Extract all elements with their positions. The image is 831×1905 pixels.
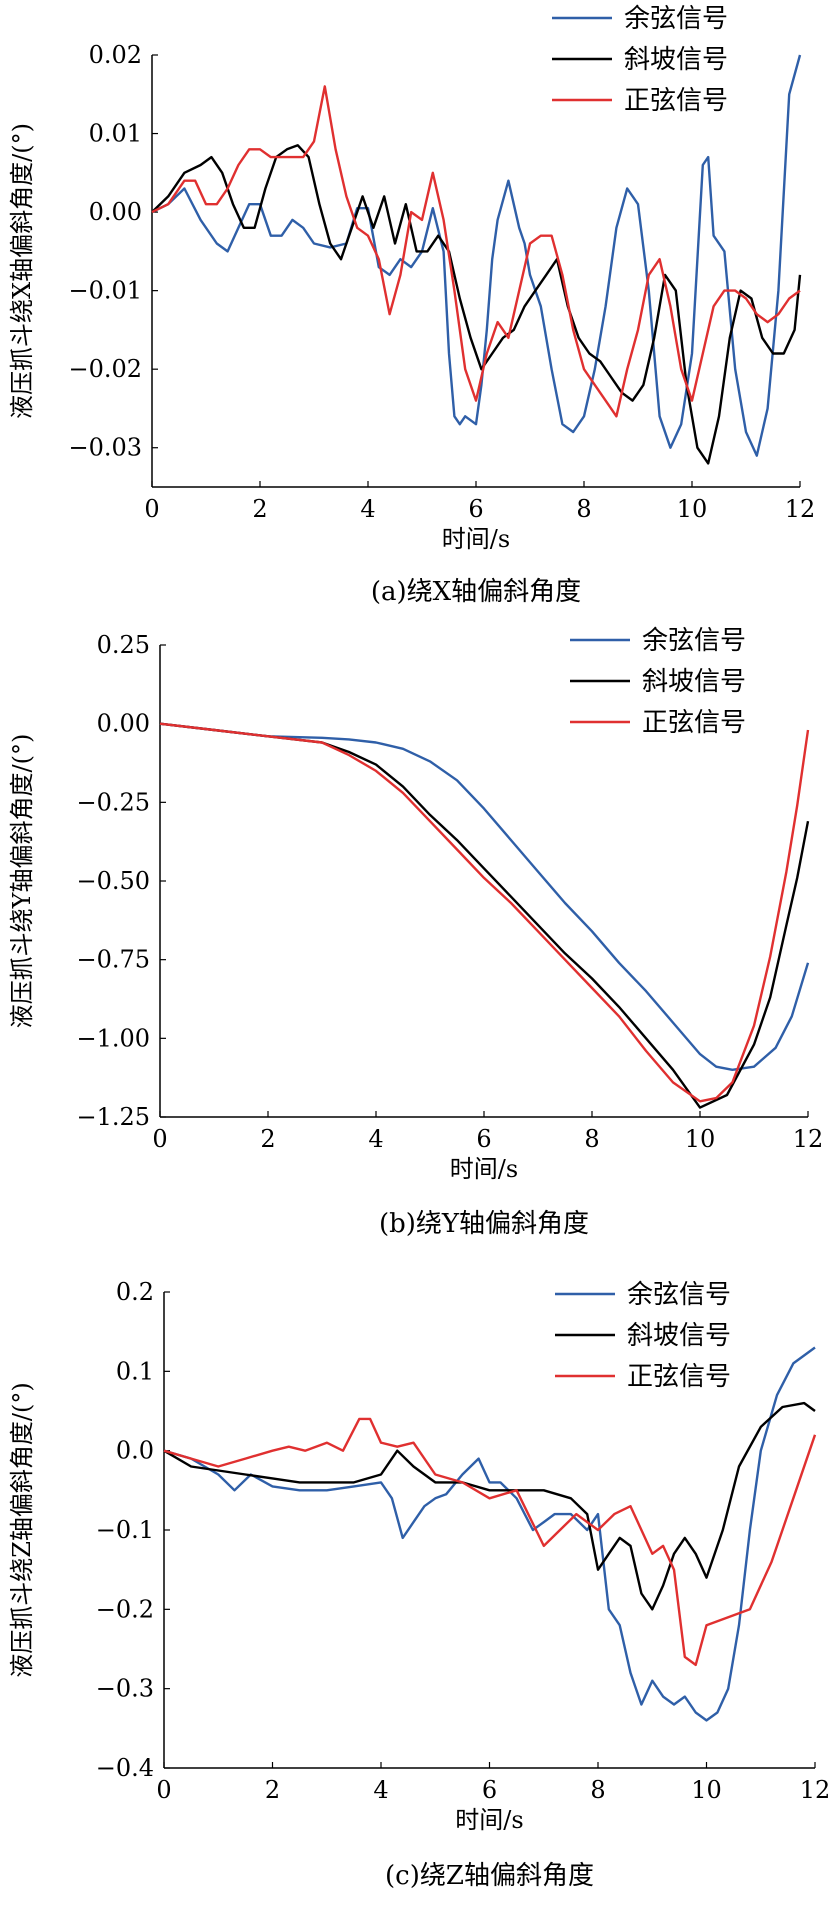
series-line-1 (163, 1401, 816, 1611)
chart-x-axis-deflection: 0 2 4 6 8 10 12 0.02 0.01 0.00 −0.01 −0.02 −0.03 时间/s… (8, 4, 815, 607)
x-tick-label: 4 (368, 1125, 383, 1153)
x-axis-title: 时间/s (455, 1806, 523, 1834)
y-tick-label: −0.75 (76, 946, 150, 974)
series-line-2 (163, 1417, 817, 1667)
x-tick-label: 12 (785, 495, 816, 523)
y-tick-label: −0.03 (68, 434, 142, 462)
y-tick-label: −1.00 (76, 1024, 150, 1052)
chart-z-axis-deflection: 0 2 4 6 8 10 12 0.2 0.1 0.0 −0.1 −0.2 −0.3 −0.4 时间/s 液压… (8, 1278, 830, 1891)
x-tick-label: 10 (691, 1776, 722, 1804)
x-tick-label: 8 (584, 1125, 599, 1153)
y-tick-label: 0.0 (116, 1437, 154, 1465)
x-axis-title: 时间/s (450, 1155, 518, 1183)
x-tick-label: 6 (476, 1125, 491, 1153)
x-tick-label: 2 (260, 1125, 275, 1153)
y-tick-label: 0.01 (89, 120, 142, 148)
y-tick-label: −0.3 (96, 1675, 154, 1703)
y-tick-label: −0.4 (96, 1754, 154, 1782)
y-axis-title: 液压抓斗绕Z轴偏斜角度/(°) (8, 1382, 36, 1678)
y-tick-label: −0.25 (76, 788, 150, 816)
x-tick-label: 2 (265, 1776, 280, 1804)
x-tick-label: 4 (360, 495, 375, 523)
x-tick-label: 8 (576, 495, 591, 523)
chart-caption: (b)绕Y轴偏斜角度 (379, 1209, 589, 1239)
x-tick-label: 4 (373, 1776, 388, 1804)
series-line-1 (151, 144, 802, 465)
y-axis-title: 液压抓斗绕Y轴偏斜角度/(°) (8, 734, 36, 1029)
series-line-2 (151, 85, 801, 418)
series-line-0 (151, 54, 802, 457)
y-tick-label: −0.2 (96, 1595, 154, 1623)
x-tick-label: 6 (468, 495, 483, 523)
y-tick-label: −1.25 (76, 1103, 150, 1131)
y-tick-label: 0.1 (116, 1357, 154, 1385)
y-tick-label: −0.02 (68, 355, 142, 383)
y-tick-label: 0.25 (97, 631, 150, 659)
series-line-2 (159, 722, 810, 1103)
x-tick-label: 6 (482, 1776, 497, 1804)
x-tick-label: 12 (793, 1125, 824, 1153)
chart-caption: (a)绕X轴偏斜角度 (371, 577, 581, 607)
legend-label: 正弦信号 (627, 1362, 731, 1392)
x-tick-label: 0 (152, 1125, 167, 1153)
chart-y-axis-deflection: 0 2 4 6 8 10 12 0.25 0.00 −0.25 −0.50 −0.75 −1.00 −1.… (8, 626, 823, 1239)
legend-label: 正弦信号 (624, 86, 728, 116)
x-axis-title: 时间/s (442, 525, 510, 553)
series-line-1 (159, 722, 810, 1109)
legend-label: 斜坡信号 (642, 667, 746, 697)
y-tick-label: 0.2 (116, 1278, 154, 1306)
legend-label: 正弦信号 (642, 708, 746, 738)
y-tick-label: 0.00 (89, 198, 142, 226)
x-tick-label: 10 (677, 495, 708, 523)
y-tick-label: 0.02 (89, 41, 142, 69)
y-tick-label: −0.01 (68, 277, 142, 305)
x-tick-label: 10 (685, 1125, 716, 1153)
x-tick-label: 8 (590, 1776, 605, 1804)
legend-label: 斜坡信号 (624, 45, 728, 75)
x-tick-label: 2 (252, 495, 267, 523)
series-line-0 (163, 1346, 816, 1722)
chart-caption: (c)绕Z轴偏斜角度 (385, 1861, 594, 1891)
series-line-0 (159, 722, 810, 1072)
x-tick-label: 0 (144, 495, 159, 523)
legend-label: 斜坡信号 (627, 1321, 731, 1351)
y-axis-title: 液压抓斗绕X轴偏斜角度/(°) (8, 123, 36, 419)
y-tick-label: −0.1 (96, 1516, 154, 1544)
x-tick-label: 12 (800, 1776, 831, 1804)
x-tick-label: 0 (156, 1776, 171, 1804)
legend-label: 余弦信号 (627, 1280, 731, 1310)
legend-label: 余弦信号 (642, 626, 746, 656)
y-tick-label: 0.00 (97, 710, 150, 738)
y-tick-label: −0.50 (76, 867, 150, 895)
legend-label: 余弦信号 (624, 4, 728, 34)
